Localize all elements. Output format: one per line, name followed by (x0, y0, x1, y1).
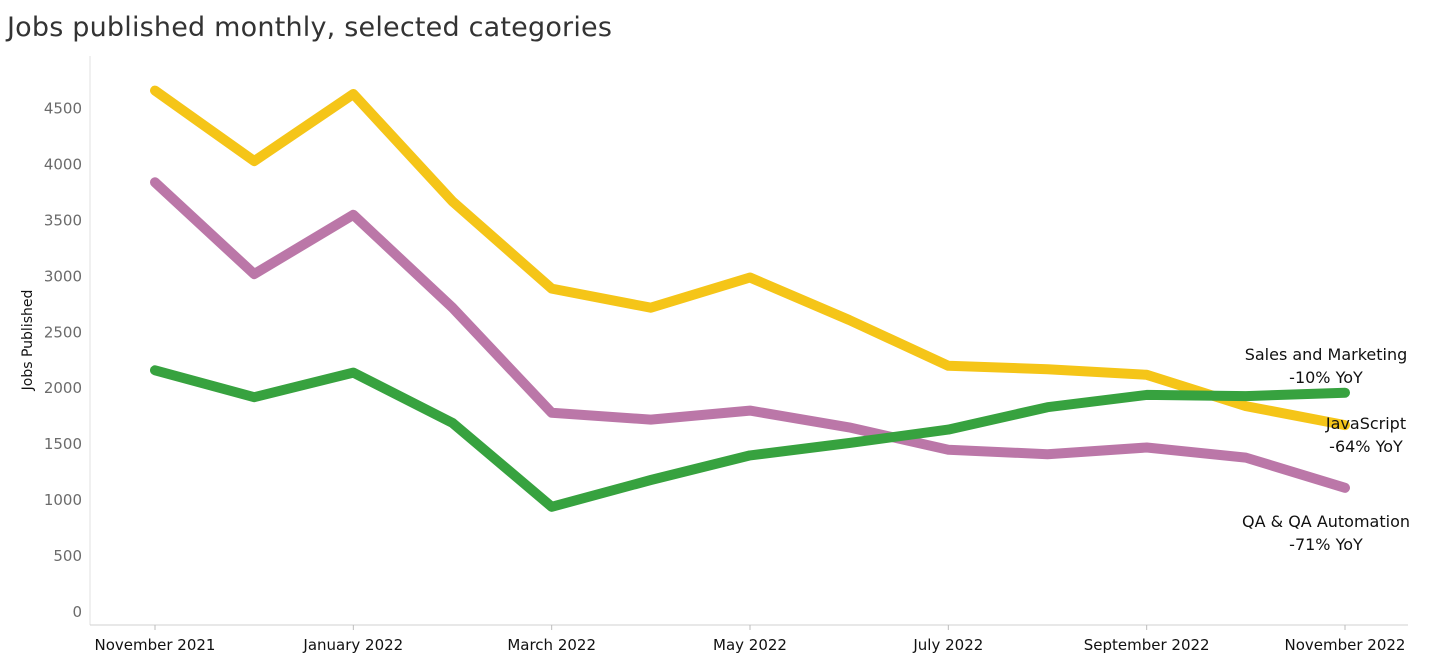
series-end-label-javascript-name: JavaScript (1325, 414, 1406, 433)
y-tick-label: 4000 (44, 155, 82, 173)
x-tick-label: March 2022 (507, 636, 596, 654)
y-tick-label: 2500 (44, 323, 82, 341)
x-tick-label: September 2022 (1084, 636, 1210, 654)
chart-title: Jobs published monthly, selected categor… (7, 12, 613, 43)
series-end-labels: JavaScript -64% YoY QA & QA Automation -71%… (1242, 345, 1410, 554)
series-lines (150, 85, 1350, 512)
y-axis-ticks: 0 500 1000 1500 2000 2500 3000 3500 4000 4500 (44, 100, 82, 622)
x-tick-label: November 2021 (95, 636, 216, 654)
series-end-label-qa-qa-automation-change: -71% YoY (1289, 535, 1363, 554)
series-end-label-javascript-change: -64% YoY (1329, 437, 1403, 456)
x-axis-ticks: November 2021 January 2022 March 2022 May 2… (95, 625, 1406, 654)
y-tick-label: 4500 (44, 100, 82, 118)
y-tick-label: 0 (72, 603, 82, 621)
x-tick-label: May 2022 (713, 636, 787, 654)
y-tick-label: 2000 (44, 379, 82, 397)
series-end-label-qa-qa-automation-name: QA & QA Automation (1242, 512, 1410, 531)
y-tick-label: 3000 (44, 267, 82, 285)
x-tick-label: January 2022 (302, 636, 403, 654)
y-tick-label: 1000 (44, 491, 82, 509)
y-tick-label: 500 (53, 547, 82, 565)
series-line-javascript (150, 85, 1350, 431)
y-axis-label: Jobs Published (20, 290, 36, 392)
series-end-label-sales-and-marketing-name: Sales and Marketing (1245, 345, 1408, 364)
x-tick-label: July 2022 (912, 636, 983, 654)
y-tick-label: 3500 (44, 211, 82, 229)
series-line-qa-qa-automation (150, 177, 1350, 493)
chart-axes (89, 56, 1408, 626)
y-tick-label: 1500 (44, 435, 82, 453)
x-tick-label: November 2022 (1285, 636, 1406, 654)
series-line-sales-and-marketing (150, 365, 1350, 512)
series-end-label-sales-and-marketing-change: -10% YoY (1289, 368, 1363, 387)
